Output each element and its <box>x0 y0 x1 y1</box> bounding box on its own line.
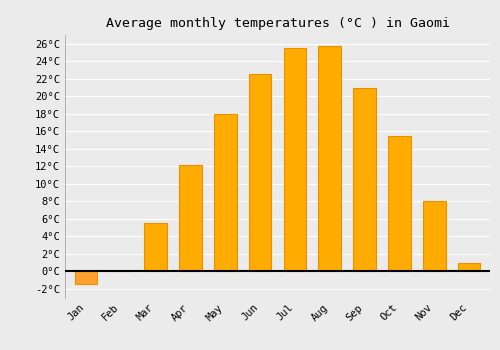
Bar <box>74 271 97 284</box>
Bar <box>388 135 410 271</box>
Bar <box>214 114 236 271</box>
Bar <box>354 88 376 271</box>
Bar <box>318 46 341 271</box>
Bar <box>423 201 446 271</box>
Bar <box>458 262 480 271</box>
Bar <box>144 223 167 271</box>
Title: Average monthly temperatures (°C ) in Gaomi: Average monthly temperatures (°C ) in Ga… <box>106 17 450 30</box>
Bar <box>249 75 272 271</box>
Bar <box>179 164 202 271</box>
Bar <box>284 48 306 271</box>
